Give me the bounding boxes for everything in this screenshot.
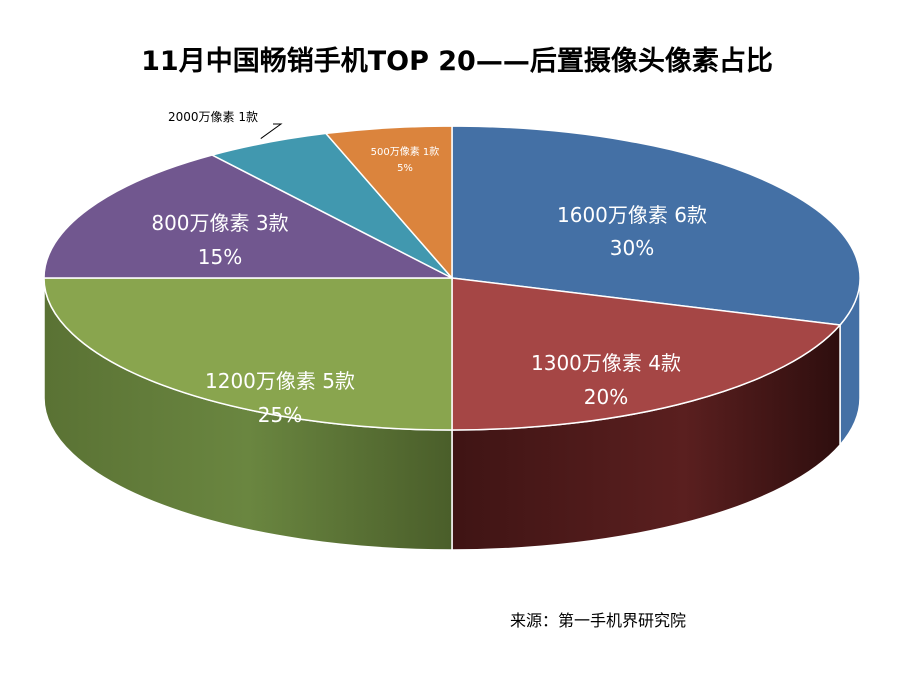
slice-percent-0: 30% bbox=[610, 236, 654, 260]
slice-label-3: 800万像素 3款 bbox=[151, 211, 288, 235]
pie-slice-3 bbox=[43, 154, 453, 279]
pie-sides bbox=[43, 277, 861, 551]
pie-slice-0 bbox=[451, 125, 861, 326]
pie-labels: 1600万像素 6款 30% 1300万像素 4款 20% 1200万像素 5款 25% 8… bbox=[151, 110, 707, 427]
pie-slice-1 bbox=[451, 277, 842, 431]
pie-slice-2 bbox=[43, 277, 453, 431]
leader-line-4 bbox=[260, 123, 283, 139]
pie-top bbox=[43, 125, 861, 431]
slice-percent-3: 15% bbox=[198, 245, 242, 269]
slice-label-1: 1300万像素 4款 bbox=[531, 351, 681, 375]
slice-percent-2: 25% bbox=[258, 403, 302, 427]
source-note: 来源：第一手机界研究院 bbox=[510, 611, 686, 630]
chart-title: 11月中国畅销手机TOP 20——后置摄像头像素占比 bbox=[141, 46, 773, 77]
slice-label-5: 500万像素 1款 bbox=[371, 145, 440, 158]
slice-percent-1: 20% bbox=[584, 385, 628, 409]
slice-label-4: 2000万像素 1款 bbox=[168, 110, 258, 124]
slice-percent-5: 5% bbox=[397, 163, 413, 174]
slice-label-2: 1200万像素 5款 bbox=[205, 369, 355, 393]
pie-slice-5 bbox=[324, 125, 453, 281]
slice-label-0: 1600万像素 6款 bbox=[557, 203, 707, 227]
